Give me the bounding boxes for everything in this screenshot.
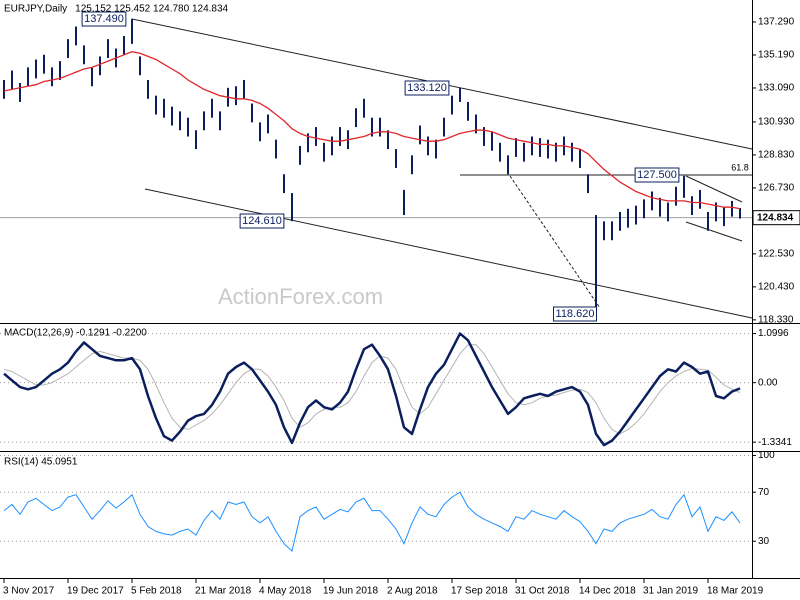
lower-channel-line — [144, 188, 753, 319]
chart-title: EURJPY,Daily — [4, 4, 67, 15]
signal-line — [3, 344, 741, 435]
dashed-trendline — [509, 175, 601, 309]
annotation-box — [81, 11, 127, 27]
annotation-box — [634, 167, 680, 183]
last-price-label: 124.834 — [757, 212, 794, 223]
x-tick-label: 19 Jun 2018 — [323, 586, 378, 597]
y-tick-label: 133.090 — [758, 83, 795, 94]
x-tick-label: 18 Mar 2019 — [707, 586, 764, 597]
annotation-box — [404, 80, 450, 96]
x-tick-label: 31 Oct 2018 — [515, 586, 570, 597]
macd-title: MACD(12,26,9) -0.1291 -0.2200 — [4, 328, 147, 339]
y-tick-label: 135.190 — [758, 50, 795, 61]
x-tick-label: 21 Mar 2018 — [195, 586, 252, 597]
annotation-box — [553, 306, 597, 322]
y-tick-label: 0.00 — [758, 377, 778, 388]
y-tick-label: -1.3341 — [758, 437, 792, 448]
rsi-line — [3, 491, 741, 552]
last-price-box — [752, 210, 800, 226]
y-tick-label: 70 — [758, 487, 770, 498]
annotation: 127.500 — [637, 169, 677, 181]
x-tick-label: 19 Dec 2017 — [67, 586, 124, 597]
y-tick-label: 30 — [758, 536, 770, 547]
moving-average — [3, 51, 741, 210]
watermark: ActionForex.com — [218, 284, 383, 309]
y-tick-label: 126.730 — [758, 183, 795, 194]
annotation: 137.490 — [84, 13, 124, 25]
rsi-title: RSI(14) 45.0951 — [4, 457, 78, 468]
x-tick-label: 5 Feb 2018 — [131, 586, 182, 597]
annotation: 118.620 — [556, 308, 595, 320]
y-tick-label: 122.530 — [758, 249, 795, 260]
x-tick-label: 17 Sep 2018 — [451, 586, 508, 597]
macd-line — [3, 332, 741, 447]
x-tick-label: 31 Jan 2019 — [643, 586, 698, 597]
x-tick-label: 3 Nov 2017 — [3, 586, 55, 597]
falling-channel-bottom — [685, 221, 743, 242]
annotation: 124.610 — [242, 215, 282, 227]
y-tick-label: 118.330 — [758, 314, 794, 325]
x-tick-label: 14 Dec 2018 — [579, 586, 636, 597]
y-tick-label: 120.430 — [758, 282, 795, 293]
y-tick-label: 137.290 — [758, 17, 795, 28]
falling-channel-top — [685, 175, 743, 203]
y-tick-label: 100 — [758, 450, 775, 461]
quote: 125.152 125.452 124.780 124.834 — [75, 4, 228, 15]
x-tick-label: 4 May 2018 — [259, 586, 312, 597]
annotation: 61.8 — [731, 162, 749, 172]
annotation: 133.120 — [407, 82, 447, 94]
y-tick-label: 128.830 — [758, 150, 795, 161]
y-tick-label: 130.930 — [758, 117, 795, 128]
y-tick-label: 1.0996 — [758, 328, 789, 339]
x-tick-label: 2 Aug 2018 — [387, 586, 438, 597]
annotation-box — [239, 213, 285, 229]
